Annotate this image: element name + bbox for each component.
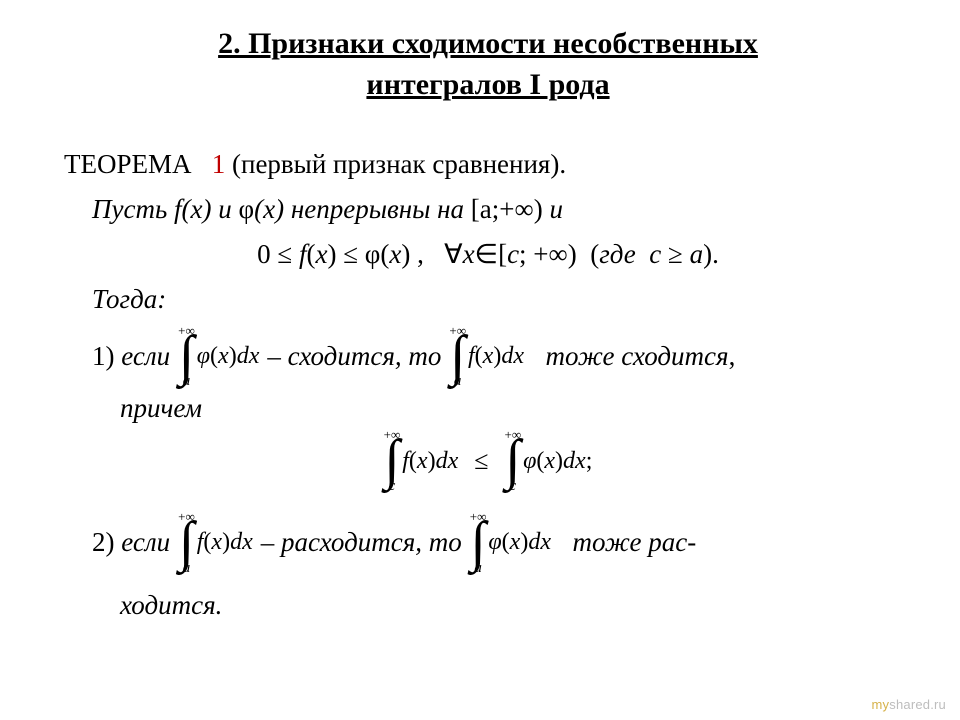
watermark-rest: shared.ru — [889, 697, 946, 712]
item-2-row: 2) если +∞ ∫ a f(x)dx – расходится, то +… — [92, 510, 912, 576]
hyp-and2: и — [543, 194, 563, 224]
hyp-x2: x — [263, 194, 275, 224]
hyp-phi: φ — [239, 194, 255, 224]
integral-f-c: +∞ ∫ c f(x)dx — [384, 428, 459, 494]
theorem-suffix: (первый признак сравнения). — [232, 149, 566, 179]
integrand: f(x)dx — [468, 339, 524, 374]
item2-suffix: тоже рас- — [559, 523, 696, 562]
watermark-my: my — [872, 697, 890, 712]
item2-prefix: 2) если — [92, 523, 170, 562]
item-1-row: 1) 1) еслиесли +∞ ∫ a φ(x)dx – сходится,… — [92, 324, 912, 390]
integral-phi-a-2: +∞ ∫ a φ(x)dx — [470, 510, 551, 576]
hyp-x1: x — [191, 194, 203, 224]
hyp-int-a: [a;+∞) — [471, 194, 543, 224]
item1-suffix: тоже сходится, — [532, 337, 735, 376]
int-lower: c — [509, 479, 516, 494]
integrand: f(x)dx — [402, 444, 458, 479]
then-label: Тогда: — [92, 280, 912, 319]
integral-sign-icon: ∫ — [505, 439, 520, 483]
hypothesis-line: Пусть f(x) и φ(x) непрерывны на [a;+∞) и — [92, 190, 912, 229]
hyp-f: f — [174, 194, 182, 224]
integral-f-a-1: +∞ ∫ a f(x)dx — [449, 324, 524, 390]
int-lower: a — [183, 374, 191, 389]
int-lower: a — [454, 374, 462, 389]
theorem-number: 1 — [212, 149, 226, 179]
integrand: f(x)dx — [197, 525, 253, 560]
slide-title: 2. Признаки сходимости несобственных инт… — [64, 24, 912, 105]
integral-sign-icon: ∫ — [470, 521, 485, 565]
item1-moreover: причем — [120, 389, 912, 428]
hyp-cont: непрерывны на — [284, 194, 471, 224]
integral-sign-icon: ∫ — [450, 335, 465, 379]
hyp-and: и — [212, 194, 239, 224]
integral-inequality: +∞ ∫ c f(x)dx ≤ +∞ ∫ c φ(x)dx; — [64, 428, 912, 494]
integral-phi-a-1: +∞ ∫ a φ(x)dx — [178, 324, 259, 390]
theorem-label: ТЕОРЕМА — [64, 149, 192, 179]
watermark: myshared.ru — [872, 697, 946, 712]
item2-mid: – расходится, то — [261, 523, 462, 562]
integral-phi-c: +∞ ∫ c φ(x)dx; — [505, 428, 593, 494]
title-line-2: интегралов I рода — [366, 68, 609, 101]
integral-sign-icon: ∫ — [179, 335, 194, 379]
theorem-heading: ТЕОРЕМА 1 (первый признак сравнения). — [64, 145, 912, 184]
integral-sign-icon: ∫ — [179, 521, 194, 565]
integrand: φ(x)dx — [197, 339, 260, 374]
slide-body: ТЕОРЕМА 1 (первый признак сравнения). Пу… — [64, 145, 912, 625]
int-lower: a — [474, 561, 482, 576]
hyp-prefix: Пусть — [92, 194, 174, 224]
integrand: φ(x)dx; — [523, 444, 592, 479]
item1-mid: – сходится, то — [267, 337, 441, 376]
hypothesis-inequality: 0 ≤ f(x) ≤ φ(x) , ∀x∈[c; +∞) (где c ≥ a)… — [64, 235, 912, 274]
item1-prefix: 1) 1) еслиесли — [92, 337, 170, 376]
title-line-1: 2. Признаки сходимости несобственных — [218, 27, 758, 60]
slide-page: 2. Признаки сходимости несобственных инт… — [0, 0, 960, 720]
integrand: φ(x)dx — [488, 525, 551, 560]
item2-cont: ходится. — [120, 586, 912, 625]
integral-f-a-2: +∞ ∫ a f(x)dx — [178, 510, 253, 576]
leq-operator: ≤ — [474, 442, 488, 480]
int-lower: c — [389, 479, 396, 494]
integral-sign-icon: ∫ — [384, 439, 399, 483]
int-lower: a — [183, 561, 191, 576]
